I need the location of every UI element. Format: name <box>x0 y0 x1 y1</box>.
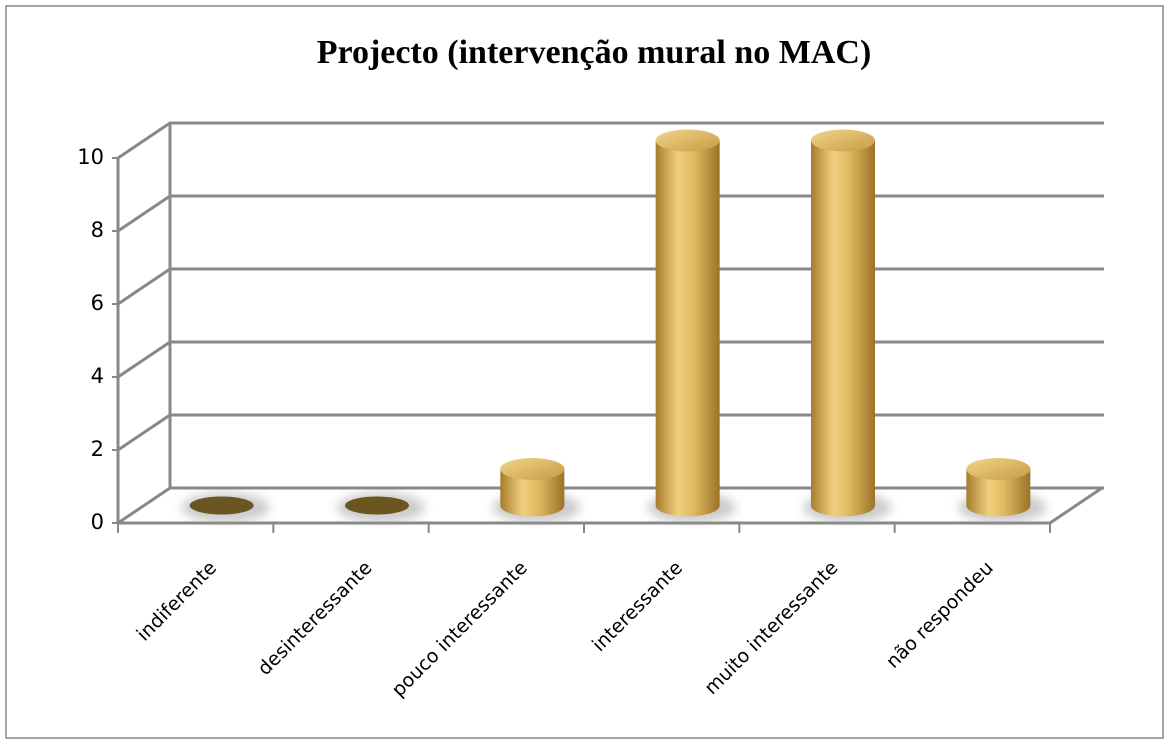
grid-line <box>117 267 1104 306</box>
grid-line <box>117 486 1104 525</box>
bar <box>189 496 254 515</box>
bar <box>966 469 1031 517</box>
bar-top <box>966 458 1031 480</box>
y-tick-label: 4 <box>91 364 104 388</box>
bar <box>811 140 875 517</box>
y-tick-label: 8 <box>91 218 104 242</box>
bar <box>345 496 409 515</box>
y-tick-label: 10 <box>77 145 104 169</box>
bar-top <box>811 129 875 152</box>
grid-line <box>117 413 1104 452</box>
chart-title: Projecto (intervenção mural no MAC) <box>317 34 872 71</box>
bar <box>655 140 720 517</box>
y-tick-label: 6 <box>91 291 104 315</box>
bar-top <box>655 129 720 152</box>
grid-line <box>117 194 1104 233</box>
grid-line <box>117 121 1104 160</box>
bar <box>500 469 565 517</box>
bar-top <box>500 458 565 480</box>
y-tick-label: 0 <box>91 510 104 534</box>
y-tick-label: 2 <box>91 437 104 461</box>
grid-line <box>117 340 1104 379</box>
frame <box>5 5 1164 739</box>
